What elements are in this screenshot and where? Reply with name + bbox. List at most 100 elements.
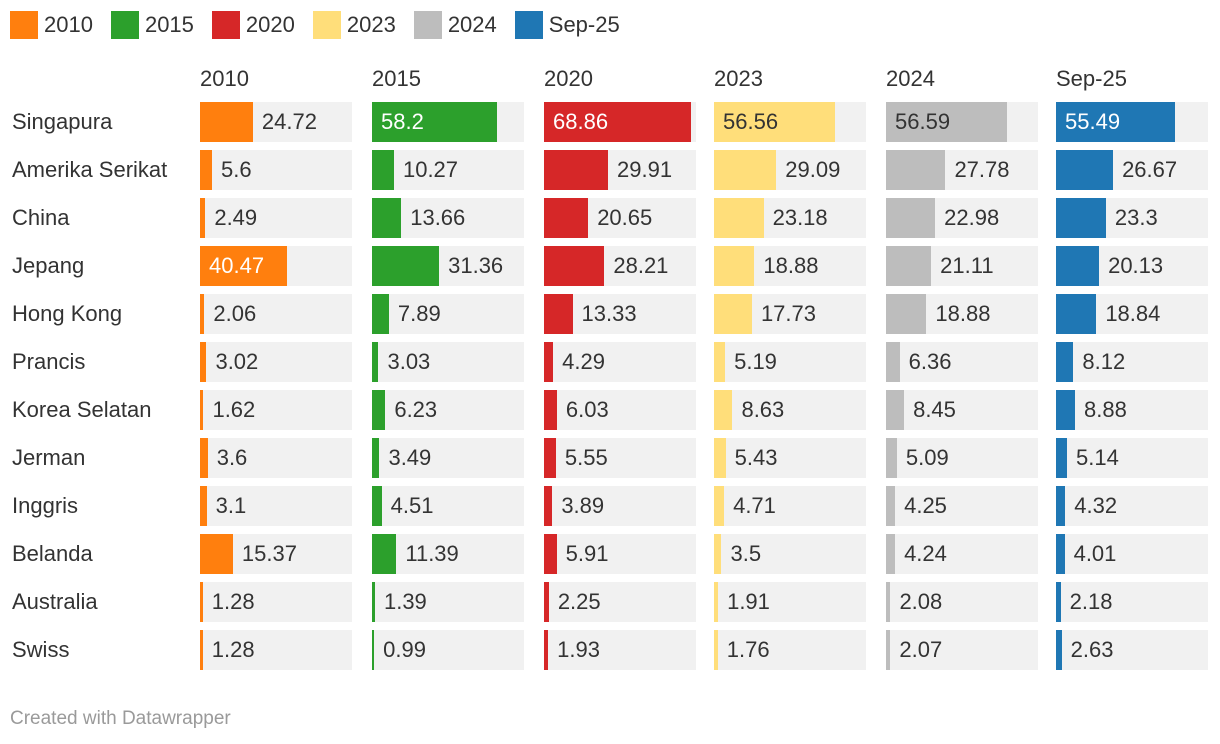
bar-track <box>544 534 696 574</box>
row-label: Belanda <box>12 541 93 566</box>
value-label: 22.98 <box>944 205 1000 230</box>
bar <box>372 438 380 478</box>
bar <box>200 102 253 142</box>
bar <box>1056 342 1074 382</box>
bar <box>200 198 206 238</box>
bar <box>544 486 553 526</box>
value-label: 3.02 <box>215 349 259 374</box>
bar <box>1056 534 1065 574</box>
value-label: 5.6 <box>220 157 252 182</box>
bar-track <box>372 486 524 526</box>
bar <box>544 102 692 142</box>
bar <box>1056 582 1061 622</box>
bar-track <box>372 438 524 478</box>
value-label: 20.65 <box>597 205 653 230</box>
bar <box>200 246 287 286</box>
legend: 2010 2015 2020 2023 2024 Sep-25 <box>10 10 638 40</box>
bar-track <box>200 438 352 478</box>
value-label: 2.07 <box>899 637 943 662</box>
bar <box>200 486 207 526</box>
value-label: 29.91 <box>617 157 673 182</box>
bar <box>200 342 207 382</box>
bar <box>372 294 389 334</box>
value-label: 4.51 <box>390 493 434 518</box>
value-label: 3.49 <box>388 445 432 470</box>
value-label: 1.39 <box>383 589 427 614</box>
bar <box>886 390 905 430</box>
bar <box>372 534 397 574</box>
bar-track <box>200 198 352 238</box>
bar-track <box>714 630 866 670</box>
value-label: 23.18 <box>772 205 828 230</box>
column-header: Sep-25 <box>1056 66 1127 91</box>
bar <box>1056 630 1062 670</box>
row-label: Jepang <box>12 253 85 278</box>
bar <box>544 198 589 238</box>
bar-track <box>1056 582 1208 622</box>
bar-track <box>372 390 524 430</box>
bar-track <box>886 390 1038 430</box>
legend-label: 2023 <box>346 12 396 37</box>
bar <box>544 342 554 382</box>
bar <box>372 342 379 382</box>
value-label: 7.89 <box>397 301 441 326</box>
bar <box>1056 198 1106 238</box>
bar <box>544 150 608 190</box>
bar-track <box>886 534 1038 574</box>
bar <box>200 438 208 478</box>
row-label: Jerman <box>12 445 86 470</box>
legend-item: 2010 <box>10 11 93 39</box>
legend-label: Sep-25 <box>548 12 620 37</box>
bar-track <box>714 486 866 526</box>
bar <box>544 582 549 622</box>
bar <box>372 102 497 142</box>
legend-item: 2015 <box>110 11 194 39</box>
value-label: 21.11 <box>940 253 994 278</box>
bar <box>714 438 726 478</box>
value-label: 8.88 <box>1084 397 1127 422</box>
value-label: 4.01 <box>1073 541 1117 566</box>
value-label: 2.49 <box>214 205 258 230</box>
bar <box>714 534 722 574</box>
bar-track <box>886 342 1038 382</box>
legend-swatch <box>514 11 543 39</box>
value-label: 56.56 <box>723 109 779 134</box>
column-header: 2010 <box>200 66 249 91</box>
bar-track <box>200 486 352 526</box>
value-label: 5.43 <box>734 445 778 470</box>
value-label: 3.5 <box>730 541 762 566</box>
legend-swatch <box>413 11 442 39</box>
bar <box>544 438 556 478</box>
value-label: 0.99 <box>383 637 426 662</box>
bar <box>1056 294 1097 334</box>
value-label: 3.6 <box>216 445 248 470</box>
value-label: 1.91 <box>727 589 770 614</box>
value-label: 23.3 <box>1114 205 1158 230</box>
value-label: 1.28 <box>211 637 255 662</box>
value-label: 58.2 <box>381 109 424 134</box>
row-label: Korea Selatan <box>12 397 152 422</box>
legend-swatch <box>211 11 240 39</box>
row-label: Swiss <box>12 637 70 662</box>
row-label: China <box>12 205 70 230</box>
legend-item: Sep-25 <box>514 11 620 39</box>
value-label: 13.66 <box>410 205 466 230</box>
bar <box>886 342 900 382</box>
bar <box>1056 102 1175 142</box>
bar-track <box>1056 534 1208 574</box>
value-label: 2.18 <box>1069 589 1113 614</box>
bar-track <box>372 294 524 334</box>
value-label: 40.47 <box>209 253 265 278</box>
bar-track <box>714 438 866 478</box>
bar-track <box>886 582 1038 622</box>
bar <box>714 390 733 430</box>
bar <box>544 534 557 574</box>
bar-track <box>1056 342 1208 382</box>
bar-track <box>372 582 524 622</box>
bar <box>372 246 440 286</box>
bar-track <box>544 438 696 478</box>
bar <box>886 582 891 622</box>
value-label: 5.91 <box>565 541 609 566</box>
bar <box>200 390 204 430</box>
